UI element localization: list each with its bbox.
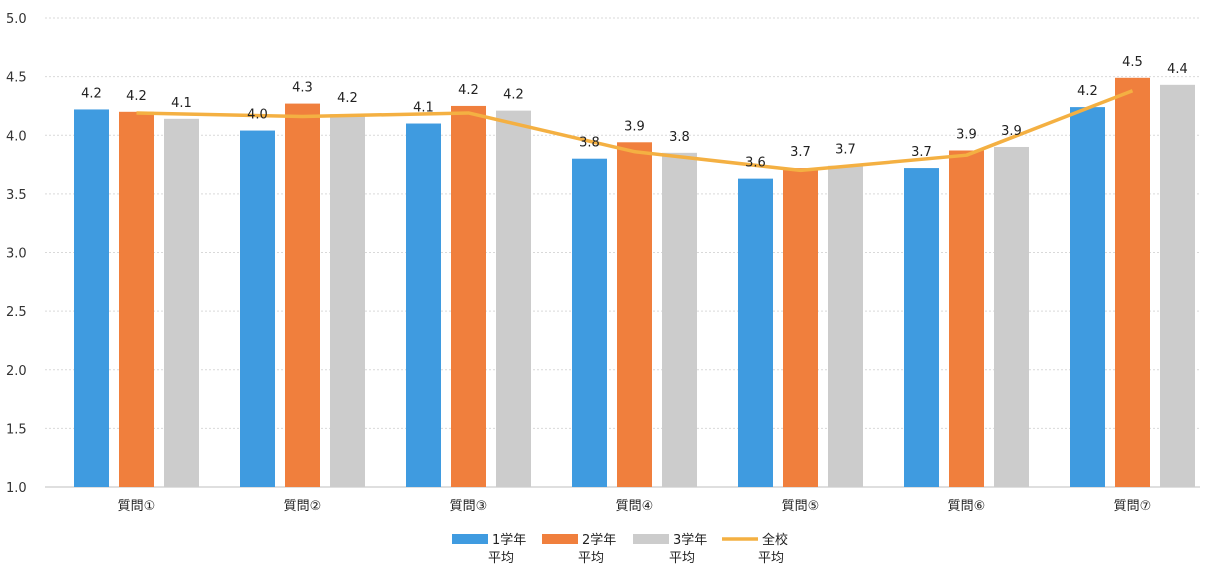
bar (738, 178, 773, 487)
data-label: 3.7 (835, 143, 856, 158)
bar (904, 168, 939, 487)
legend-label-line: 1学年 (492, 532, 526, 548)
data-label: 4.2 (81, 86, 102, 101)
legend-label-line: 平均 (578, 551, 604, 566)
x-tick-label: 質問⑦ (1114, 499, 1152, 514)
series-line (136, 89, 1134, 173)
data-label: 4.2 (458, 83, 479, 98)
legend-label: 全校平均 (758, 532, 788, 566)
legend-label: 3学年平均 (669, 532, 707, 566)
data-label: 4.2 (1077, 84, 1098, 99)
legend-label-line: 平均 (669, 551, 695, 566)
bars (74, 77, 1195, 488)
y-tick-label: 2.0 (6, 364, 27, 379)
bar (783, 168, 818, 487)
data-label: 4.2 (126, 89, 147, 104)
bar (994, 146, 1029, 487)
y-tick-label: 1.5 (6, 422, 27, 437)
x-tick-label: 質問⑤ (782, 499, 820, 514)
x-tick-label: 質問④ (616, 499, 654, 514)
legend-label-line: 全校 (762, 532, 788, 548)
data-label: 3.8 (579, 136, 600, 151)
bar (496, 110, 531, 487)
bar (285, 103, 320, 487)
legend-label-line: 3学年 (673, 532, 707, 548)
data-label: 3.7 (790, 145, 811, 160)
data-label: 3.7 (911, 145, 932, 160)
bar (662, 152, 697, 487)
bar (240, 130, 275, 487)
legend-label: 1学年平均 (488, 532, 526, 566)
data-label: 4.1 (413, 101, 434, 116)
y-tick-label: 4.5 (6, 71, 27, 86)
bar (1160, 84, 1195, 488)
legend-label-line: 平均 (488, 551, 514, 566)
bar (617, 142, 652, 487)
average-line (136, 89, 1134, 173)
y-tick-label: 3.0 (6, 247, 27, 262)
x-tick-label: 質問① (118, 499, 156, 514)
data-label: 3.6 (745, 156, 766, 171)
bar (330, 114, 365, 488)
data-label: 3.9 (1001, 124, 1022, 139)
data-label: 3.9 (624, 119, 645, 134)
y-tick-label: 4.0 (6, 129, 27, 144)
data-labels: 4.2 4.2 4.1 4.0 4.3 4.2 4.1 4.2 4.2 3.8 3.9 3.8 3.6 3… (81, 55, 1188, 171)
legend-label-line: 2学年 (582, 532, 616, 548)
y-axis: 1.0 1.5 2.0 2.5 3.0 3.5 4.0 4.5 5.0 (6, 12, 27, 496)
y-tick-label: 5.0 (6, 12, 27, 27)
bar (164, 118, 199, 488)
bar (949, 150, 984, 487)
data-label: 3.9 (956, 127, 977, 142)
bar (1115, 77, 1150, 488)
bar (451, 105, 486, 487)
legend-label-line: 平均 (758, 551, 784, 566)
data-label: 4.3 (292, 81, 313, 96)
x-axis: 質問① 質問② 質問③ 質問④ 質問⑤ 質問⑥ 質問⑦ (118, 499, 1152, 514)
data-label: 4.2 (337, 91, 358, 106)
y-tick-label: 2.5 (6, 305, 27, 320)
legend-swatch (452, 534, 488, 544)
bar (119, 111, 154, 488)
bar (572, 158, 607, 487)
data-label: 4.1 (171, 96, 192, 111)
x-tick-label: 質問③ (450, 499, 488, 514)
bar (828, 165, 863, 488)
data-label: 3.8 (669, 130, 690, 145)
x-tick-label: 質問⑥ (948, 499, 986, 514)
bar (1070, 107, 1105, 488)
data-label: 4.5 (1122, 55, 1143, 70)
legend-swatch (542, 534, 578, 544)
legend-swatch (633, 534, 669, 544)
bar (74, 109, 109, 487)
y-tick-label: 3.5 (6, 188, 27, 203)
bar (406, 123, 441, 488)
data-label: 4.4 (1167, 62, 1188, 77)
data-label: 4.2 (503, 88, 524, 103)
legend-label: 2学年平均 (578, 532, 616, 566)
x-tick-label: 質問② (284, 499, 322, 514)
y-tick-label: 1.0 (6, 481, 27, 496)
data-label: 4.0 (247, 108, 268, 123)
